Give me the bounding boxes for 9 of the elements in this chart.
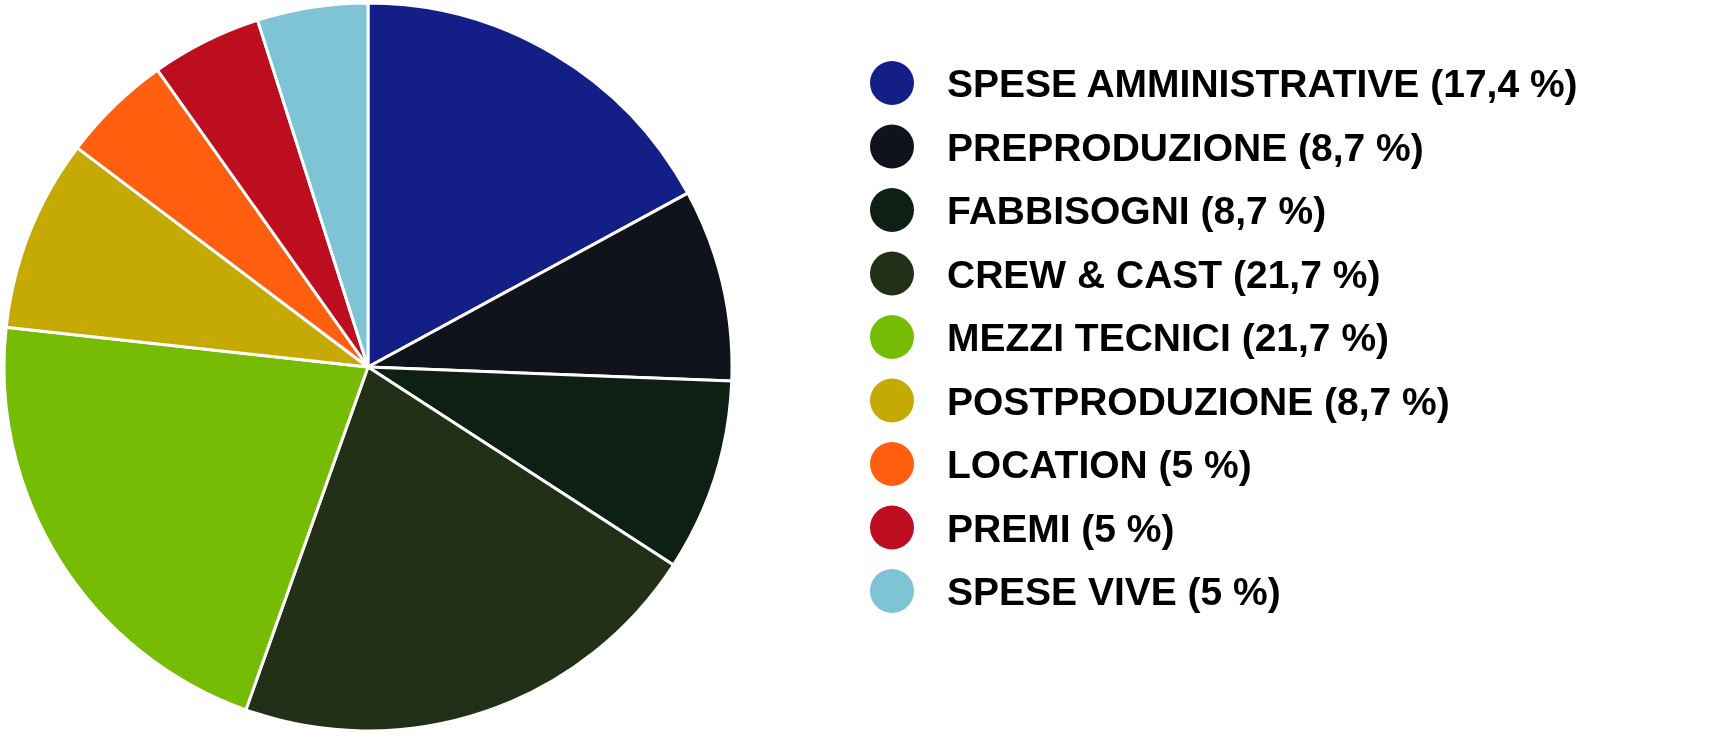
- legend-label: LOCATION (5 %): [947, 443, 1252, 487]
- legend-label: MEZZI TECNICI (21,7 %): [947, 316, 1390, 360]
- legend-label: CREW & CAST (21,7 %): [947, 252, 1381, 296]
- legend-label: POSTPRODUZIONE (8,7 %): [947, 379, 1450, 423]
- legend-label: PREPRODUZIONE (8,7 %): [947, 125, 1424, 169]
- legend-label: SPESE VIVE (5 %): [947, 570, 1281, 614]
- legend-label: SPESE AMMINISTRATIVE (17,4 %): [947, 62, 1578, 106]
- legend-label: FABBISOGNI (8,7 %): [947, 189, 1327, 233]
- legend-label: PREMI (5 %): [947, 506, 1175, 550]
